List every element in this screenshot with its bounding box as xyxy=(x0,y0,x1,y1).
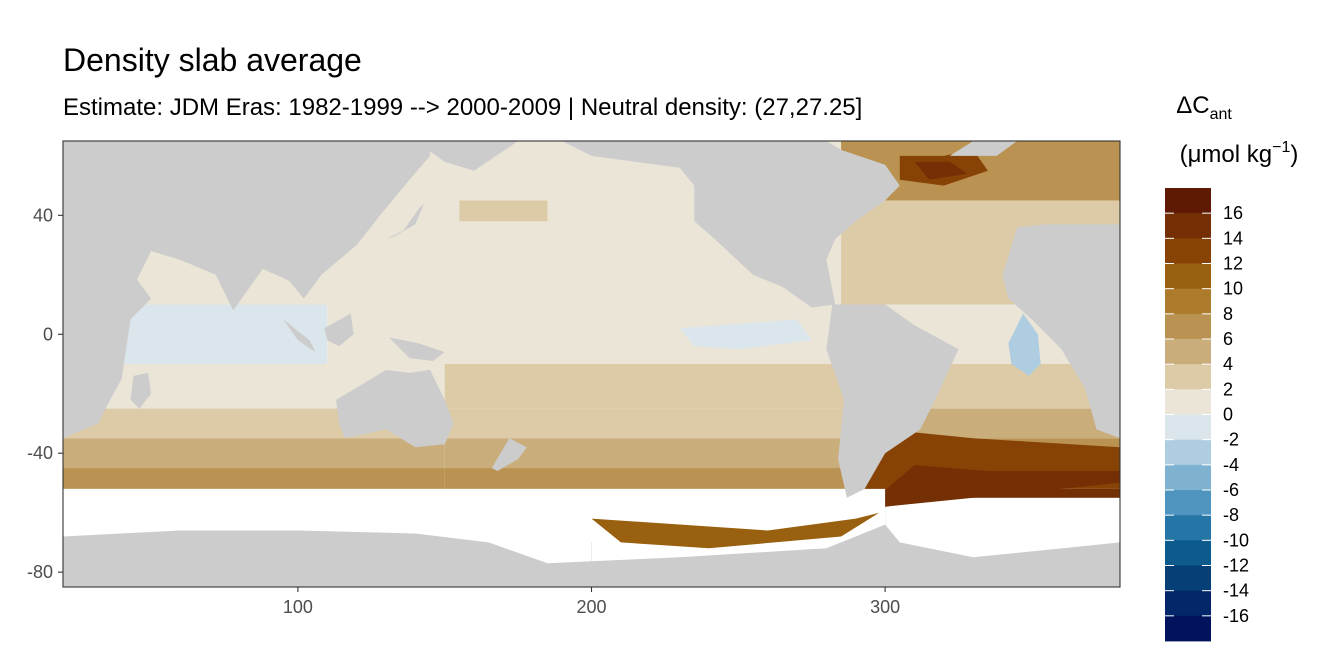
legend-swatch xyxy=(1165,414,1211,441)
land-masses xyxy=(63,141,1120,587)
legend-title-sub: ant xyxy=(1210,106,1233,123)
antarctica-land xyxy=(63,524,1120,587)
new-guinea-land xyxy=(388,337,445,361)
legend-swatch xyxy=(1165,615,1211,642)
chart-title: Density slab average xyxy=(63,42,362,78)
legend-swatch xyxy=(1165,389,1211,415)
map-panel xyxy=(63,141,1120,587)
greenland-land xyxy=(949,141,1018,156)
legend-swatch xyxy=(1165,188,1211,214)
pacific-band xyxy=(444,408,856,439)
legend-swatch xyxy=(1165,213,1211,239)
kuroshio-patch xyxy=(459,200,548,222)
legend-swatch xyxy=(1165,439,1211,466)
legend-label: -8 xyxy=(1223,505,1239,525)
pacific-band xyxy=(444,364,856,409)
legend-swatch xyxy=(1165,339,1211,365)
legend-label: 0 xyxy=(1223,405,1233,425)
legend-swatch xyxy=(1165,238,1211,264)
legend-label: -6 xyxy=(1223,480,1239,500)
y-tick-label: -80 xyxy=(27,562,53,582)
japan-land xyxy=(386,203,425,240)
legend-swatch xyxy=(1165,364,1211,390)
north-america-land xyxy=(562,141,900,308)
legend-swatch xyxy=(1165,515,1211,541)
south-atlantic-peak xyxy=(876,465,1120,507)
legend: ΔCant (μmol kg−1) 16 14 12 10 8 6 4 2 0 -2 -4 -6 -8 -… xyxy=(1165,92,1299,642)
legend-unit-exponent: −1 xyxy=(1272,139,1290,156)
borneo-land xyxy=(324,313,354,347)
legend-swatch xyxy=(1165,590,1211,617)
legend-swatch xyxy=(1165,288,1211,315)
legend-swatch xyxy=(1165,540,1211,566)
legend-label: 4 xyxy=(1223,354,1233,374)
legend-title-main: ΔC xyxy=(1176,92,1209,119)
south-america-land xyxy=(826,304,959,498)
legend-label: 6 xyxy=(1223,329,1233,349)
legend-label: 10 xyxy=(1223,279,1243,299)
legend-unit-prefix: (μmol kg xyxy=(1180,141,1273,168)
legend-label: -14 xyxy=(1223,581,1249,601)
legend-label: -16 xyxy=(1223,606,1249,626)
chart-subtitle: Estimate: JDM Eras: 1982-1999 --> 2000-2… xyxy=(63,94,863,121)
kamchatka-land xyxy=(415,141,519,171)
new-zealand-land xyxy=(491,438,527,471)
x-tick-label: 200 xyxy=(576,597,606,617)
legend-title: ΔCant xyxy=(1176,92,1232,123)
legend-swatch xyxy=(1165,263,1211,290)
legend-label: 12 xyxy=(1223,254,1243,274)
australia-land xyxy=(336,369,454,448)
x-tick-label: 100 xyxy=(283,597,313,617)
legend-label: 14 xyxy=(1223,228,1243,248)
eurasia-land xyxy=(63,141,430,311)
y-tick-label: 40 xyxy=(33,205,53,225)
legend-unit-suffix: ) xyxy=(1290,141,1298,168)
pacific-band xyxy=(444,468,856,489)
y-tick-label: 0 xyxy=(43,324,53,344)
indian-band xyxy=(63,438,445,469)
gulf-of-guinea-patch xyxy=(1008,313,1041,376)
madagascar-land xyxy=(130,372,152,409)
legend-swatch xyxy=(1165,313,1211,340)
africa-land-east xyxy=(1002,224,1120,439)
east-pacific-patch xyxy=(679,319,812,350)
legend-label: -10 xyxy=(1223,530,1249,550)
legend-label: -4 xyxy=(1223,455,1239,475)
legend-label: 8 xyxy=(1223,304,1233,324)
legend-swatch xyxy=(1165,490,1211,516)
legend-colorbar xyxy=(1165,188,1211,642)
ocean-features xyxy=(63,149,1120,549)
legend-label: -2 xyxy=(1223,430,1239,450)
legend-swatch xyxy=(1165,464,1211,491)
indian-band xyxy=(63,468,445,489)
legend-labels: 16 14 12 10 8 6 4 2 0 -2 -4 -6 -8 -10 -12 -14 -16 xyxy=(1165,203,1249,626)
antarctic-coastal-strip xyxy=(591,512,880,549)
labrador-sea-peak xyxy=(914,161,968,180)
legend-unit: (μmol kg−1) xyxy=(1180,139,1299,168)
x-tick-label: 300 xyxy=(870,597,900,617)
legend-label: 16 xyxy=(1223,203,1243,223)
legend-swatch xyxy=(1165,565,1211,592)
legend-label: -12 xyxy=(1223,556,1249,576)
sumatra-land xyxy=(283,319,316,353)
y-tick-label: -40 xyxy=(27,443,53,463)
legend-label: 2 xyxy=(1223,379,1233,399)
